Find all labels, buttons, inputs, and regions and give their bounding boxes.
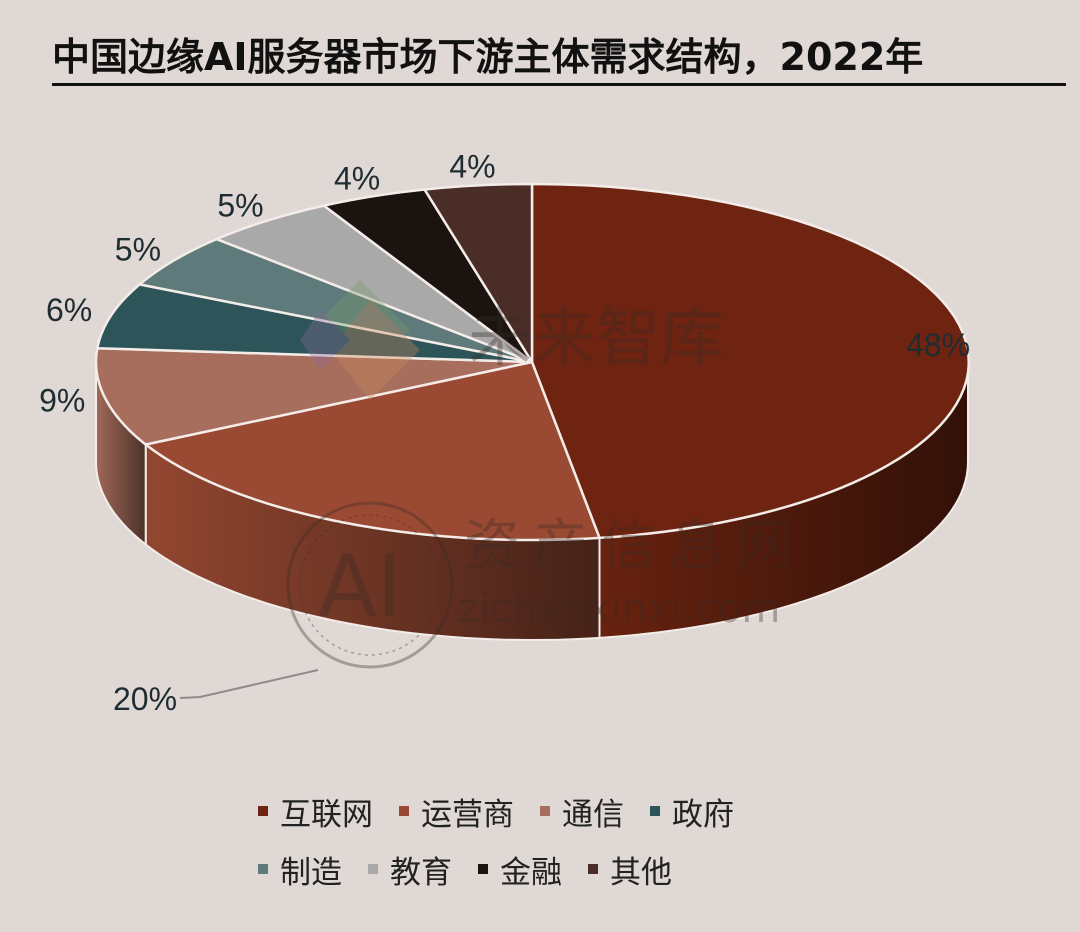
legend-swatch: [258, 806, 268, 816]
pie-slice-互联网: [530, 182, 970, 540]
pie-slice-运营商: [142, 360, 602, 542]
legend-swatch: [399, 806, 409, 816]
data-label-运营商: 20%: [113, 681, 177, 717]
legend-item-金融: 金融: [478, 847, 562, 892]
legend-swatch: [588, 864, 598, 874]
legend-item-通信: 通信: [540, 789, 624, 834]
legend-label: 其他: [610, 854, 672, 891]
data-label-制造: 5%: [115, 231, 161, 267]
watermark-brand2-url: zichanxinxi.com: [458, 586, 780, 632]
pie-slice-政府: [95, 283, 533, 364]
data-labels: 48% 20% 9% 6% 5% 5% 4% 4%: [39, 149, 970, 717]
watermark-brand1: 未来智库: [468, 302, 724, 376]
legend-item-运营商: 运营商: [399, 789, 514, 834]
legend-label: 运营商: [421, 796, 514, 833]
pie-slice-通信: [94, 346, 533, 446]
data-label-金融: 4%: [334, 161, 380, 197]
pie-chart: 未来智库 AI 资产信息网 zichanxinxi.com 48% 20% 9% 6%…: [39, 149, 970, 717]
legend-swatch: [258, 864, 268, 874]
legend-label: 制造: [280, 854, 342, 891]
legend-swatch: [650, 806, 660, 816]
legend-item-教育: 教育: [368, 847, 452, 892]
watermark-brand2-logo: AI: [318, 537, 402, 637]
watermarks: 未来智库 AI 资产信息网 zichanxinxi.com: [286, 280, 804, 669]
leader-line: [179, 669, 319, 699]
legend-label: 互联网: [280, 796, 373, 833]
legend-label: 政府: [672, 796, 734, 833]
data-label-其他: 4%: [449, 149, 495, 185]
pie-side-通信: [95, 362, 147, 547]
data-label-通信: 9%: [39, 382, 85, 418]
legend-label: 教育: [390, 854, 452, 891]
data-label-互联网: 48%: [906, 327, 970, 363]
legend-swatch: [478, 864, 488, 874]
legend-item-互联网: 互联网: [258, 789, 373, 834]
pie-slices: [94, 182, 970, 542]
legend-swatch: [540, 806, 550, 816]
chart-title: 中国边缘AI服务器市场下游主体需求结构，2022年: [52, 26, 1066, 86]
legend-label: 金融: [500, 854, 562, 891]
data-label-教育: 5%: [217, 188, 263, 224]
legend-item-政府: 政府: [650, 789, 734, 834]
legend: 互联网 运营商 通信 政府 制造 教育 金融 其他: [258, 782, 818, 898]
pie-slice-其他: [422, 182, 534, 367]
watermark-brand2-logo-icon: AI: [286, 501, 454, 669]
legend-item-其他: 其他: [588, 847, 672, 892]
data-label-政府: 6%: [46, 292, 92, 328]
legend-item-制造: 制造: [258, 847, 342, 892]
pie-sides: [95, 361, 969, 642]
watermark-brand2: 资产信息网: [464, 514, 804, 579]
legend-label: 通信: [562, 796, 624, 833]
watermark-logo-icon: [300, 280, 420, 400]
legend-swatch: [368, 864, 378, 874]
